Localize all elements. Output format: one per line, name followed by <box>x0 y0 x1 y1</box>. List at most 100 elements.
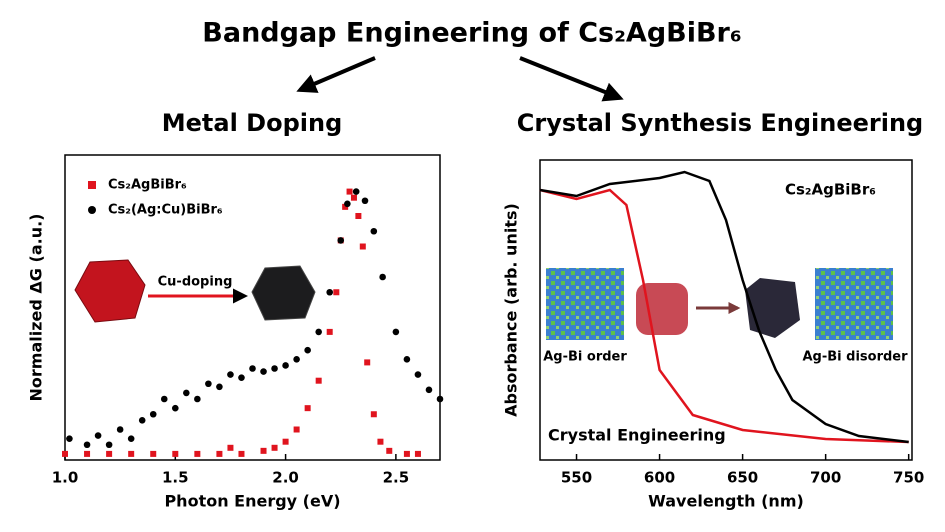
point <box>84 450 91 457</box>
point <box>333 289 340 296</box>
point <box>326 288 334 296</box>
point <box>271 444 278 451</box>
point <box>172 450 179 457</box>
point <box>282 438 289 445</box>
point <box>106 450 113 457</box>
x-tick-label: 2.5 <box>383 469 410 487</box>
point <box>260 368 267 375</box>
red-crystal <box>74 259 146 323</box>
point <box>370 411 377 418</box>
point <box>149 410 157 418</box>
x-axis-label: Wavelength (nm) <box>648 492 804 511</box>
arrow <box>296 56 376 93</box>
point <box>344 200 351 208</box>
point <box>425 386 433 394</box>
point <box>293 356 300 363</box>
plot-frame <box>539 159 913 461</box>
annotation: Cu-doping <box>158 275 233 290</box>
point <box>436 395 444 403</box>
line <box>539 170 909 444</box>
point <box>62 450 68 457</box>
point <box>304 346 311 354</box>
point <box>403 450 410 457</box>
main-title: Bandgap Engineering of Cs₂AgBiBr₆ <box>202 18 741 49</box>
point <box>315 377 322 384</box>
point <box>94 432 102 439</box>
y-axis-label: Absorbance (arb. units) <box>502 203 521 417</box>
point <box>138 417 146 424</box>
point <box>105 441 113 449</box>
point <box>361 197 369 205</box>
point <box>150 450 157 457</box>
x-tick-label: 600 <box>644 469 675 487</box>
lattice <box>546 268 624 340</box>
point <box>227 371 234 378</box>
point <box>271 365 278 372</box>
point <box>392 328 400 336</box>
point <box>370 227 378 235</box>
point <box>194 450 201 457</box>
point <box>350 194 357 201</box>
point <box>403 356 411 363</box>
series-label: Crystal Engineering <box>548 426 726 445</box>
point <box>66 435 73 442</box>
legend-marker <box>88 206 96 214</box>
point <box>315 328 322 336</box>
point <box>414 450 421 457</box>
point <box>293 426 300 433</box>
legend-label: Cs₂AgBiBr₆ <box>108 178 187 193</box>
x-tick-label: 1.5 <box>162 469 189 487</box>
x-tick-label: 2.0 <box>272 469 299 487</box>
point <box>249 365 256 372</box>
point <box>83 441 91 449</box>
arrow <box>519 56 624 102</box>
point <box>359 243 366 250</box>
point <box>346 188 353 195</box>
annotation: Ag-Bi disorder <box>802 350 908 365</box>
x-tick-label: 1.0 <box>52 469 79 487</box>
point <box>352 188 360 195</box>
point <box>337 237 345 244</box>
y-axis-label: Normalized ΔG (a.u.) <box>27 214 46 402</box>
x-tick-label: 750 <box>893 469 924 487</box>
point <box>183 389 190 397</box>
x-axis-label: Photon Energy (eV) <box>164 492 340 511</box>
point <box>282 362 289 369</box>
chart-heading: Metal Doping <box>162 109 343 137</box>
point <box>194 395 201 403</box>
point <box>171 404 179 412</box>
point <box>379 273 386 281</box>
point <box>377 438 384 445</box>
point <box>205 380 212 388</box>
black-crystal <box>251 265 316 321</box>
point <box>128 450 135 457</box>
point <box>160 395 168 403</box>
point <box>260 447 267 454</box>
point <box>238 374 245 381</box>
point <box>216 450 223 457</box>
point <box>326 328 333 335</box>
lattice <box>815 268 893 340</box>
line <box>539 188 909 444</box>
annotation: Ag-Bi order <box>543 350 627 365</box>
point <box>342 203 349 210</box>
point <box>238 450 245 457</box>
x-tick-label: 700 <box>810 469 841 487</box>
point <box>227 444 234 451</box>
x-tick-label: 650 <box>727 469 758 487</box>
point <box>127 435 135 442</box>
point <box>304 405 311 412</box>
legend-label: Cs₂(Ag:Cu)BiBr₆ <box>108 203 223 218</box>
point <box>216 383 223 391</box>
point <box>414 371 422 378</box>
annotation: Cs₂AgBiBr₆ <box>785 181 876 199</box>
point <box>386 447 393 454</box>
point <box>116 426 124 433</box>
x-tick-label: 550 <box>561 469 592 487</box>
plot-frame <box>64 154 441 461</box>
point <box>364 359 371 366</box>
point <box>355 213 362 219</box>
dark-crystal <box>745 278 800 338</box>
legend-marker <box>88 181 96 189</box>
